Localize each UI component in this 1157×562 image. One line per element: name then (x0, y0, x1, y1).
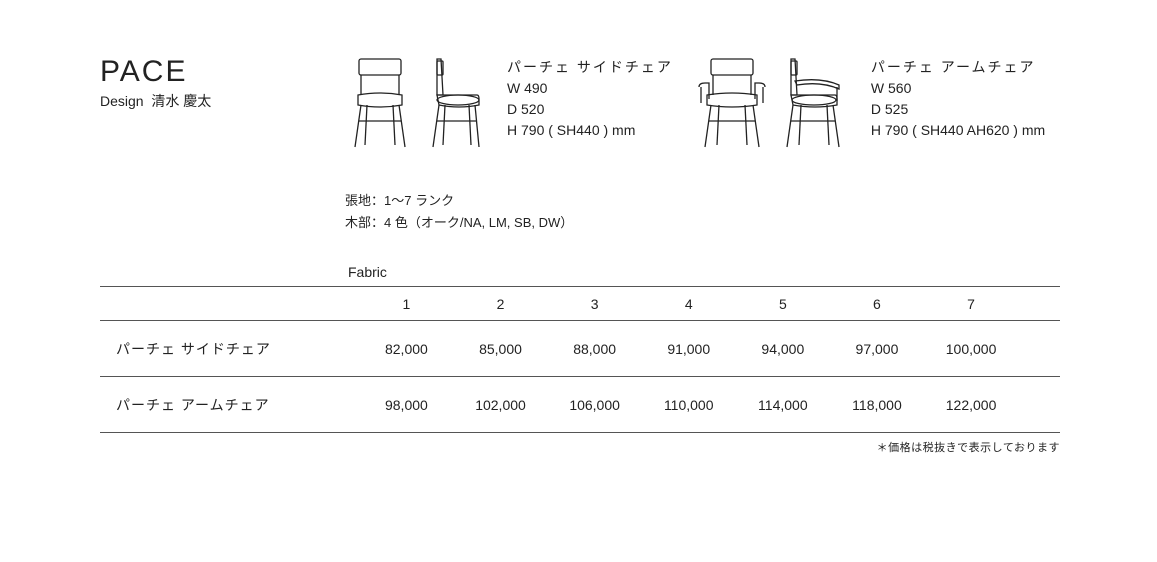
product-title: PACE (100, 55, 345, 89)
arm-chair-front-icon (693, 55, 771, 150)
price-cell: 97,000 (830, 321, 924, 377)
fabric-label: Fabric (348, 264, 1067, 280)
col-6: 6 (830, 287, 924, 321)
row-label-side: パーチェ サイドチェア (100, 321, 359, 377)
price-cell: 85,000 (453, 321, 547, 377)
option-fabric-ranks: 張地：1〜7 ランク (345, 190, 1067, 212)
option-wood-colors: 木部：4 色（オーク/NA, LM, SB, DW） (345, 212, 1067, 234)
row-label-arm: パーチェ アームチェア (100, 377, 359, 433)
arm-chair-h: H 790 ( SH440 AH620 ) mm (871, 120, 1045, 141)
table-header-row: 1 2 3 4 5 6 7 (100, 287, 1060, 321)
side-chair-h: H 790 ( SH440 ) mm (507, 120, 673, 141)
designer-label: Design (100, 93, 144, 109)
title-block: PACE Design 清水 慶太 (100, 55, 345, 111)
variant-side-chair: パーチェ サイドチェア W 490 D 520 H 790 ( SH440 ) … (345, 55, 673, 150)
price-section: Fabric 1 2 3 4 5 6 7 パーチェ サイドチェア 82,000 … (100, 264, 1067, 455)
table-row: パーチェ サイドチェア 82,000 85,000 88,000 91,000 … (100, 321, 1060, 377)
col-2: 2 (453, 287, 547, 321)
price-cell: 106,000 (548, 377, 642, 433)
price-cell: 100,000 (924, 321, 1018, 377)
price-cell: 122,000 (924, 377, 1018, 433)
side-chair-side-icon (419, 55, 489, 150)
arm-chair-name: パーチェ アームチェア (871, 57, 1045, 78)
designer-name: 清水 慶太 (151, 93, 211, 109)
material-options: 張地：1〜7 ランク 木部：4 色（オーク/NA, LM, SB, DW） (345, 190, 1067, 234)
designer-line: Design 清水 慶太 (100, 91, 345, 111)
col-1: 1 (359, 287, 453, 321)
arm-chair-side-icon (775, 55, 853, 150)
arm-chair-w: W 560 (871, 78, 1045, 99)
arm-chair-d: D 525 (871, 99, 1045, 120)
col-4: 4 (642, 287, 736, 321)
header-row: PACE Design 清水 慶太 (100, 55, 1067, 150)
col-5: 5 (736, 287, 830, 321)
price-cell: 110,000 (642, 377, 736, 433)
price-cell: 91,000 (642, 321, 736, 377)
price-cell: 118,000 (830, 377, 924, 433)
arm-chair-specs: パーチェ アームチェア W 560 D 525 H 790 ( SH440 AH… (871, 55, 1045, 141)
arm-chair-drawings (693, 55, 853, 150)
col-7: 7 (924, 287, 1018, 321)
side-chair-w: W 490 (507, 78, 673, 99)
side-chair-specs: パーチェ サイドチェア W 490 D 520 H 790 ( SH440 ) … (507, 55, 673, 141)
price-cell: 98,000 (359, 377, 453, 433)
side-chair-name: パーチェ サイドチェア (507, 57, 673, 78)
side-chair-d: D 520 (507, 99, 673, 120)
side-chair-drawings (345, 55, 489, 150)
price-cell: 88,000 (548, 321, 642, 377)
price-cell: 82,000 (359, 321, 453, 377)
price-cell: 102,000 (453, 377, 547, 433)
price-cell: 94,000 (736, 321, 830, 377)
price-table: 1 2 3 4 5 6 7 パーチェ サイドチェア 82,000 85,000 … (100, 286, 1060, 433)
col-3: 3 (548, 287, 642, 321)
price-footnote: ＊価格は税抜きで表示しております (100, 439, 1060, 455)
variant-arm-chair: パーチェ アームチェア W 560 D 525 H 790 ( SH440 AH… (693, 55, 1045, 150)
table-row: パーチェ アームチェア 98,000 102,000 106,000 110,0… (100, 377, 1060, 433)
side-chair-front-icon (345, 55, 415, 150)
price-cell: 114,000 (736, 377, 830, 433)
